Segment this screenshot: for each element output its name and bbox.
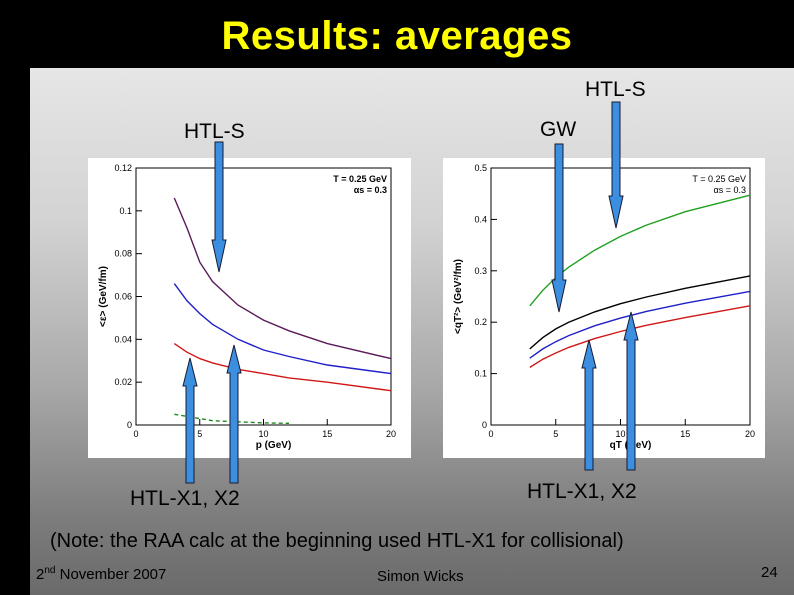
label-htl-s-right: HTL-S	[585, 78, 646, 101]
chart-energy-loss: 0 5 10 15 20 0 0.02 0.04 0.06 0.08 0.1 0.12 p (GeV) <…	[88, 158, 411, 458]
arrow-htl-x-left-2	[226, 344, 242, 484]
qt2-annotation: αs = 0.3	[714, 185, 746, 195]
label-htl-s-left: HTL-S	[184, 120, 245, 143]
label-htl-x-right: HTL-X1, X2	[527, 480, 637, 503]
qt2-y-tick-label: 0.3	[474, 266, 487, 276]
eloss-x-tick-label: 5	[197, 429, 202, 439]
eloss-series-line-1	[173, 197, 392, 360]
footer-author: Simon Wicks	[377, 568, 464, 585]
eloss-y-axis-label: <ε> (GeV/fm)	[98, 266, 109, 327]
qt2-series-line-3	[529, 290, 751, 359]
qt2-y-tick-label: 0.2	[474, 317, 487, 327]
eloss-x-axis-label: p (GeV)	[256, 440, 292, 451]
eloss-y-tick-label: 0.08	[114, 249, 132, 259]
eloss-x-tick-label: 10	[258, 429, 268, 439]
qt2-x-tick-label: 5	[553, 429, 558, 439]
slide-note: (Note: the RAA calc at the beginning use…	[50, 530, 624, 552]
eloss-y-tick-label: 0.02	[114, 377, 132, 387]
qt2-y-tick-label: 0	[482, 420, 487, 430]
footer-page-number: 24	[761, 564, 778, 581]
eloss-x-tick-label: 0	[133, 429, 138, 439]
label-htl-x-left: HTL-X1, X2	[130, 487, 240, 510]
qt2-x-tick-label: 15	[680, 429, 690, 439]
eloss-y-tick-label: 0	[127, 420, 132, 430]
arrow-htl-x-right-2	[623, 311, 639, 471]
qt2-series-line-4	[529, 305, 751, 368]
arrow-htl-x-right-1	[581, 339, 597, 471]
footer-date-rest: November 2007	[55, 566, 167, 583]
qt2-y-axis-label: <qT²> (GeV²/fm)	[453, 259, 464, 334]
eloss-annotation: αs = 0.3	[354, 185, 387, 195]
chart-energy-loss-svg: 0 5 10 15 20 0 0.02 0.04 0.06 0.08 0.1 0.12 p (GeV) <…	[98, 163, 396, 451]
arrow-gw	[551, 143, 567, 313]
qt2-y-tick-label: 0.4	[474, 214, 487, 224]
qt2-series-line-2	[529, 275, 751, 350]
eloss-y-tick-label: 0.1	[119, 206, 132, 216]
eloss-y-tick-label: 0.06	[114, 292, 132, 302]
qt2-x-tick-label: 0	[488, 429, 493, 439]
eloss-y-tick-label: 0.04	[114, 334, 132, 344]
arrow-htl-s-left	[211, 141, 227, 273]
qt2-series-line-1	[529, 194, 751, 307]
eloss-x-tick-label: 15	[322, 429, 332, 439]
arrow-htl-x-left-1	[182, 357, 198, 484]
qt2-y-tick-label: 0.5	[474, 163, 487, 173]
footer-date-suffix: nd	[44, 565, 56, 576]
footer-date-day: 2	[36, 566, 45, 583]
eloss-annotation: T = 0.25 GeV	[333, 174, 387, 184]
qt2-x-tick-label: 10	[615, 429, 625, 439]
eloss-series-line-2	[173, 283, 392, 375]
qt2-x-tick-label: 20	[745, 429, 755, 439]
eloss-series-line-4	[174, 413, 290, 424]
eloss-y-tick-label: 0.12	[114, 163, 132, 173]
eloss-x-tick-label: 20	[386, 429, 396, 439]
qt2-annotation: T = 0.25 GeV	[692, 174, 746, 184]
label-gw: GW	[540, 118, 577, 141]
footer-date: 2nd November 2007	[36, 565, 166, 583]
slide-title: Results: averages	[221, 14, 573, 58]
arrow-htl-s-right	[608, 101, 624, 229]
qt2-y-tick-label: 0.1	[474, 369, 487, 379]
